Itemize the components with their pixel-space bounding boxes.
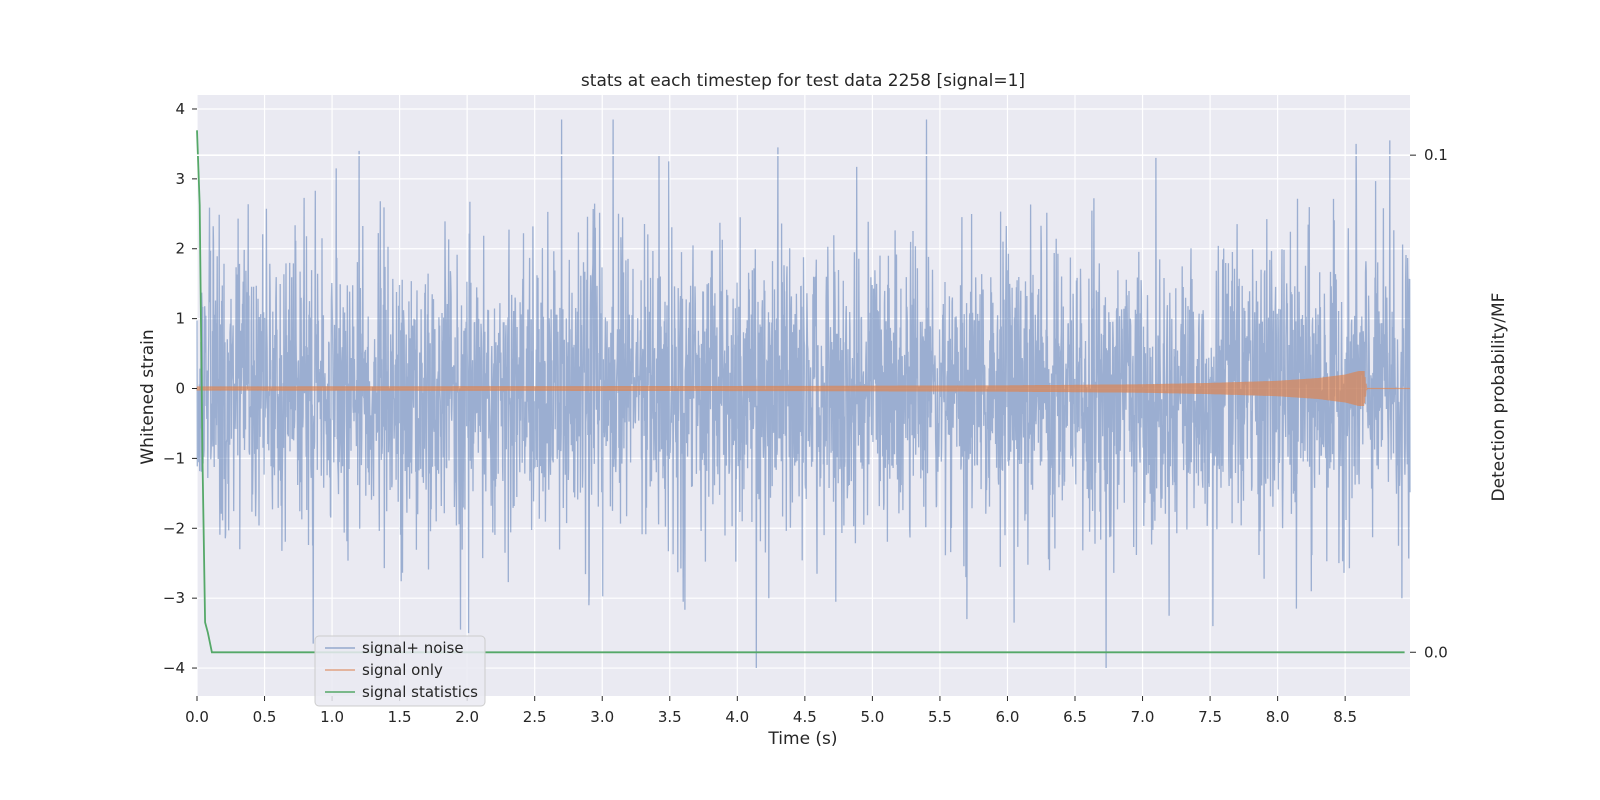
y-tick-label: −3 (163, 589, 185, 607)
x-tick-label: 1.0 (320, 708, 344, 726)
y-tick-label: −4 (163, 659, 185, 677)
y-tick-label: 0 (175, 380, 185, 398)
plot-area (196, 95, 1411, 696)
x-tick-label: 0.0 (185, 708, 209, 726)
y2-tick-label: 0.1 (1424, 146, 1448, 164)
y2-tick-label: 0.0 (1424, 643, 1448, 661)
y-tick-label: −2 (163, 519, 185, 537)
x-tick-label: 2.0 (455, 708, 479, 726)
y-tick-label: 1 (175, 310, 185, 328)
x-axis-ticks: 0.0 0.5 1.0 1.5 2.0 2.5 3.0 3.5 4.0 4.5 5.0 5.5 6.0 6… (185, 696, 1357, 726)
x-tick-label: 8.5 (1333, 708, 1357, 726)
series-signal-only (196, 370, 1410, 407)
legend: signal+ noise signal only signal statist… (314, 635, 486, 707)
y-tick-label: 2 (175, 240, 185, 258)
x-tick-label: 5.5 (928, 708, 952, 726)
y-tick-label: −1 (163, 449, 185, 467)
y-tick-label: 4 (175, 100, 185, 118)
x-tick-label: 1.5 (388, 708, 412, 726)
x-tick-label: 4.5 (793, 708, 817, 726)
x-tick-label: 7.0 (1131, 708, 1155, 726)
x-tick-label: 5.0 (860, 708, 884, 726)
y2-axis-label: Detection probability/MF (1489, 293, 1509, 502)
x-tick-label: 3.5 (658, 708, 682, 726)
signal-only-line (196, 370, 1410, 407)
signal-plus-noise-line (196, 119, 1411, 669)
x-tick-label: 4.0 (725, 708, 749, 726)
x-tick-label: 0.5 (253, 708, 277, 726)
legend-label-signal-only: signal only (362, 661, 443, 679)
legend-box (314, 635, 486, 707)
x-tick-label: 8.0 (1266, 708, 1290, 726)
x-tick-label: 6.0 (996, 708, 1020, 726)
series-signal-plus-noise (196, 119, 1411, 669)
legend-label-signal-plus-noise: signal+ noise (362, 639, 464, 657)
x-tick-label: 7.5 (1198, 708, 1222, 726)
chart-title: stats at each timestep for test data 225… (581, 71, 1025, 91)
y-tick-label: 3 (175, 170, 185, 188)
y2-axis-ticks: 0.1 0.0 (1410, 146, 1448, 661)
x-tick-label: 2.5 (523, 708, 547, 726)
y-axis-ticks: 4 3 2 1 0 −1 −2 −3 −4 (163, 100, 197, 677)
legend-label-signal-statistics: signal statistics (362, 683, 478, 701)
x-axis-label: Time (s) (767, 729, 837, 749)
y-axis-label: Whitened strain (138, 329, 158, 464)
x-tick-label: 6.5 (1063, 708, 1087, 726)
x-tick-label: 3.0 (590, 708, 614, 726)
